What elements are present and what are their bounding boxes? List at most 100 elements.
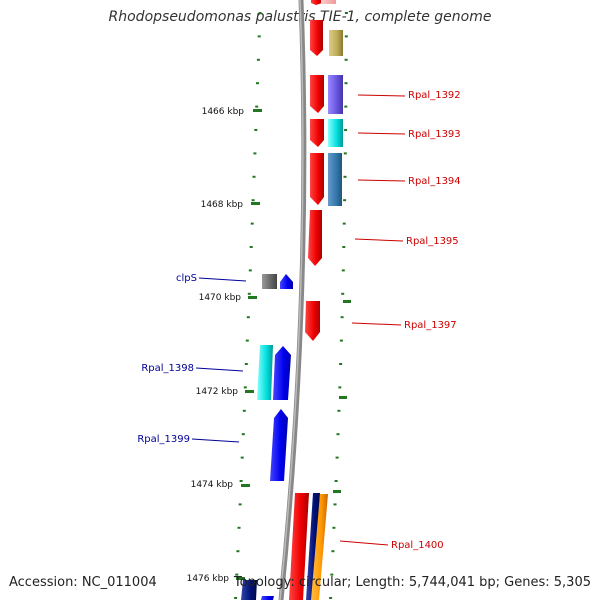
gene-label-rpal-1395[interactable]: Rpal_1395 [406,236,459,247]
scale-tick [343,300,351,303]
gene-arrow[interactable] [311,0,322,5]
leader-line [357,179,406,182]
gene-block[interactable] [321,0,336,4]
forward-colored-genes [306,0,343,600]
scale-tick [241,484,250,487]
track-dot [334,480,338,482]
gene-arrow[interactable] [270,409,288,481]
gene-arrow[interactable] [305,301,320,341]
gene-arrow[interactable] [273,346,291,400]
track-dot [343,199,347,202]
track-dot [331,550,335,553]
track-dot [237,526,241,529]
gene-arrow[interactable] [310,153,324,205]
gene-arrow[interactable] [310,119,324,147]
track-dot [256,58,260,61]
gene-block[interactable] [241,580,257,600]
gene-block[interactable] [328,75,343,114]
outer-track-dots [329,12,348,599]
leader-line [195,367,244,372]
track-dot [248,269,252,272]
leader-line [351,322,402,326]
scale-tick [339,396,347,399]
leader-line [191,438,240,443]
track-dot [234,597,238,599]
gene-arrow[interactable] [289,493,309,600]
gene-arrow[interactable] [308,210,322,266]
track-dot [253,152,257,155]
gene-block[interactable] [306,493,320,600]
leader-line [357,132,406,135]
genome-backbone [278,0,307,600]
reverse-colored-genes [241,274,277,600]
gene-block[interactable] [328,119,343,147]
scale-label-1466: 1466 kbp [202,107,245,117]
track-dot [333,503,337,506]
track-dot [340,316,344,319]
track-dot [239,480,243,482]
gene-label-clps[interactable]: clpS [176,273,197,284]
track-dot [339,363,343,365]
scale-label-1472: 1472 kbp [196,387,239,397]
inner-track-dots [234,12,262,599]
track-dot [344,105,348,108]
accession-label: Accession: NC_011004 [9,575,157,590]
scale-tick [253,109,262,112]
gene-block[interactable] [257,345,273,400]
gene-arrow[interactable] [310,20,323,56]
track-dot [336,433,340,436]
scale-label-1476: 1476 kbp [187,574,230,584]
track-dot [342,222,346,225]
gene-label-rpal-1397[interactable]: Rpal_1397 [404,320,457,331]
leader-line [339,540,389,546]
track-dot [247,292,251,295]
track-dot [339,339,343,342]
track-dot [335,456,339,459]
track-dot [341,269,345,272]
track-dot [244,363,248,365]
gene-block[interactable] [311,494,328,600]
topology-summary: Topology: circular; Length: 5,744,041 bp… [233,575,591,590]
track-dot [258,12,262,14]
leader-line [357,94,406,97]
track-dot [344,58,348,61]
track-dot [344,12,348,14]
gene-label-rpal-1399[interactable]: Rpal_1399 [137,434,190,445]
gene-block[interactable] [329,30,343,56]
track-dot [242,409,246,412]
track-dot [344,129,348,131]
gene-block[interactable] [328,153,342,206]
track-dot [255,105,259,108]
right-gene-labels: Rpal_1392 Rpal_1393 Rpal_1394 Rpal_1395 … [391,90,461,551]
gene-label-rpal-1392[interactable]: Rpal_1392 [408,90,461,101]
left-gene-labels: clpS Rpal_1398 Rpal_1399 [137,273,197,445]
track-dot [341,292,345,295]
track-dot [235,573,239,576]
gene-arrow[interactable] [280,274,293,289]
track-dot [241,433,245,436]
scale-tick [236,577,245,580]
track-dot [330,573,334,576]
track-dot [337,409,341,412]
track-dot [251,199,255,202]
leader-line [354,238,404,242]
gene-label-rpal-1400[interactable]: Rpal_1400 [391,540,444,551]
right-leader-lines [339,94,406,546]
gene-block[interactable] [262,274,277,289]
track-dot [236,550,240,553]
gene-label-rpal-1398[interactable]: Rpal_1398 [141,363,194,374]
gene-arrow[interactable] [310,75,324,113]
scale-labels: 1466 kbp 1468 kbp 1470 kbp 1472 kbp 1474… [187,107,245,584]
gene-label-rpal-1393[interactable]: Rpal_1393 [408,129,461,140]
gene-label-rpal-1394[interactable]: Rpal_1394 [408,176,461,187]
scale-tick [245,390,254,393]
track-dot [257,35,261,38]
scale-label-1470: 1470 kbp [199,293,242,303]
track-dot [343,152,347,155]
left-leader-lines [191,277,247,443]
forward-strand-genes [289,0,324,600]
gene-arrow[interactable] [261,596,274,600]
reverse-strand-genes [261,274,293,600]
track-dot [250,222,254,225]
scale-tick [251,202,260,205]
